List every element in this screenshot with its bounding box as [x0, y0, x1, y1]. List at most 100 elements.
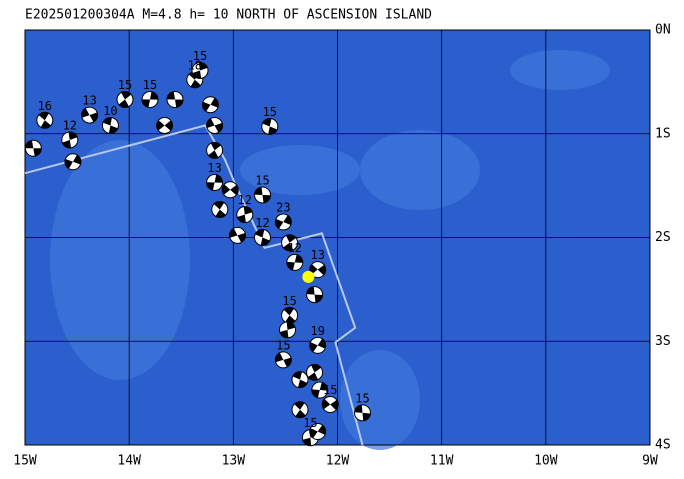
highlight-event — [302, 270, 315, 283]
depth-label: 13 — [82, 94, 96, 108]
plate-boundary — [24, 124, 364, 446]
beachball — [191, 61, 209, 79]
beachball-quadrant — [243, 206, 253, 215]
x-tick-label: 10W — [534, 454, 558, 469]
beachball-quadrant — [268, 126, 278, 135]
beachball-quadrant — [164, 120, 173, 131]
beachball-quadrant — [317, 424, 326, 435]
beachball-quadrant — [89, 112, 98, 123]
beachball — [156, 116, 174, 134]
y-tick-label: 4S — [655, 438, 671, 453]
beachball-quadrant — [309, 428, 318, 439]
depth-label: 19 — [310, 324, 324, 338]
beachball-quadrant — [254, 187, 263, 195]
beachball-quadrant — [283, 357, 292, 368]
x-tick-label: 15W — [13, 454, 37, 469]
beachball-quadrant — [206, 182, 215, 191]
beachball-quadrant — [237, 214, 246, 223]
beachball — [309, 261, 327, 279]
y-tick-label: 0N — [655, 23, 671, 38]
beachball — [291, 401, 309, 419]
beachball — [311, 381, 329, 399]
beachball — [306, 363, 324, 381]
beachball — [254, 229, 271, 246]
beachball — [201, 96, 219, 114]
beachball — [306, 286, 324, 304]
beachball-quadrant — [175, 99, 183, 108]
beachball — [141, 91, 159, 109]
beachball-quadrant — [292, 371, 302, 380]
beachball-quadrant — [262, 194, 271, 203]
beachball-quadrant — [68, 131, 78, 140]
depth-label: 15 — [143, 78, 157, 92]
beachball-quadrant — [64, 158, 73, 169]
beachball — [274, 213, 292, 231]
depth-label: 16 — [38, 99, 52, 113]
beachball-quadrant — [206, 118, 215, 128]
beachball-quadrant — [81, 108, 90, 118]
beachball-quadrant — [314, 294, 323, 303]
beachball-quadrant — [283, 242, 294, 251]
depth-label: 15 — [355, 391, 369, 405]
beachball — [211, 200, 229, 218]
depth-label: 15 — [282, 294, 296, 308]
x-tick-label: 11W — [430, 454, 454, 469]
depth-label: 13 — [207, 161, 221, 175]
beachball — [206, 174, 224, 192]
y-tick-label: 1S — [655, 126, 671, 141]
beachball-quadrant — [294, 254, 303, 263]
beachball-quadrant — [213, 201, 225, 210]
beachball — [101, 116, 119, 134]
beachball-quadrant — [108, 125, 118, 134]
beachball-quadrant — [275, 218, 284, 229]
beachball-quadrant — [38, 112, 49, 121]
beachball — [81, 106, 99, 124]
beachball-quadrant — [286, 261, 295, 271]
beachball-quadrant — [295, 409, 306, 418]
beachball-quadrant — [285, 234, 296, 243]
beachball-quadrant — [190, 79, 201, 88]
beachball-quadrant — [255, 229, 265, 238]
beachball-quadrant — [40, 120, 51, 129]
depth-label: 15 — [303, 416, 317, 430]
beachball — [166, 91, 184, 109]
beachball — [254, 186, 271, 204]
beachball-quadrant — [285, 315, 296, 324]
x-tick-label: 12W — [326, 454, 350, 469]
beachball-quadrant — [279, 329, 289, 338]
beachball-quadrant — [362, 412, 371, 421]
beachball-quadrant — [302, 437, 312, 446]
beachball — [24, 139, 42, 157]
beachball — [261, 117, 279, 135]
beachball-quadrant — [283, 215, 292, 226]
beachball-quadrant — [25, 140, 34, 149]
beachball-quadrant — [319, 382, 328, 391]
beachball — [236, 206, 254, 224]
depth-label: 13 — [310, 248, 324, 262]
depth-label: 12 — [238, 193, 252, 207]
beachball-quadrant — [118, 99, 129, 108]
beachball-quadrant — [72, 154, 81, 165]
beachball-quadrant — [317, 264, 326, 276]
beachball — [61, 131, 79, 149]
beachball — [206, 141, 224, 159]
beachball-quadrant — [262, 118, 272, 127]
depth-label: 23 — [276, 200, 290, 214]
beachball-quadrant — [121, 91, 132, 100]
depth-label: 12 — [63, 118, 77, 132]
beachball-quadrant — [150, 91, 158, 100]
beachball-quadrant — [210, 142, 221, 151]
depth-label: 15 — [193, 49, 207, 63]
beachball-quadrant — [214, 174, 223, 183]
map-title: E202501200304A M=4.8 h= 10 NORTH OF ASCE… — [25, 8, 432, 23]
beachball-quadrant — [210, 97, 219, 108]
beachball-quadrant — [298, 379, 308, 388]
events — [24, 61, 371, 447]
map-frame — [24, 29, 651, 446]
beachball-quadrant — [229, 228, 238, 238]
beachball-quadrant — [309, 342, 318, 353]
seafloor-shading — [50, 50, 610, 450]
depth-label: 12 — [255, 216, 269, 230]
